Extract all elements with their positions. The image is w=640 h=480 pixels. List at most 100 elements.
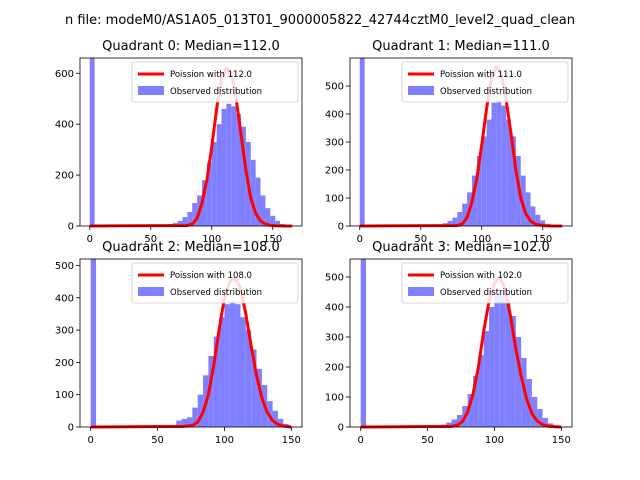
histogram-bar (197, 394, 204, 427)
x-tick-label: 0 (88, 435, 94, 446)
histogram-bar (256, 368, 262, 427)
legend-label: Poission with 111.0 (440, 70, 522, 80)
y-tick-label: 300 (55, 326, 74, 337)
y-tick-label: 200 (55, 171, 74, 182)
chart-title: Quadrant 1: Median=111.0 (372, 39, 550, 54)
histogram-bar (206, 162, 212, 226)
histogram-bar (272, 410, 278, 427)
chart-panel-2: 0 50 100 150 0 100 200 300 400 500 Quadrant 2: Med… (55, 240, 303, 446)
x-tick-label: 150 (263, 234, 282, 245)
histogram-bar (260, 195, 266, 226)
histogram-bar (452, 217, 458, 226)
chart-panel-0: 0 50 100 150 0 200 400 600 Quadrant 0: Median=11… (55, 39, 303, 245)
histogram-bar (471, 175, 477, 226)
histogram-bar (89, 58, 95, 226)
histogram-bar (494, 295, 500, 427)
histogram-bar (456, 415, 463, 427)
histogram-bar (229, 301, 236, 427)
histogram-bar (451, 419, 457, 427)
chart-panel-3: 0 50 100 150 0 100 200 300 400 500 Quadrant 3: Med… (325, 240, 573, 446)
plot-frame (79, 258, 303, 428)
legend-box (131, 262, 299, 304)
y-tick-label: 100 (55, 390, 74, 401)
y-tick-label: 0 (338, 423, 344, 434)
legend-label: Poission with 108.0 (170, 271, 252, 281)
legend-label: Observed distribution (440, 87, 532, 97)
histogram-bar (219, 317, 225, 427)
histogram-bar (462, 203, 468, 226)
y-tick-label: 400 (55, 293, 74, 304)
histogram-bar (221, 108, 227, 226)
legend-label: Poission with 102.0 (440, 271, 522, 281)
histogram-bar (236, 114, 242, 226)
histogram-bar (537, 409, 543, 427)
y-tick-label: 100 (325, 393, 344, 404)
histogram-bar (213, 336, 220, 427)
histogram-bar (181, 418, 187, 427)
histogram-bar (241, 126, 246, 226)
histogram-bar (481, 136, 487, 226)
y-tick-label: 300 (325, 333, 344, 344)
figure-title: n file: modeM0/AS1A05_013T01_9000005822_… (65, 13, 575, 28)
histogram-bar (496, 100, 502, 226)
histogram-bar (216, 124, 222, 226)
histogram-bar (224, 304, 230, 427)
histogram-bar (489, 307, 495, 427)
histogram-bar (231, 106, 237, 226)
histogram-bar (187, 212, 193, 226)
legend-box (401, 262, 569, 304)
histogram-bar (457, 212, 463, 226)
histogram-bar (483, 331, 490, 427)
y-tick-label: 500 (325, 273, 344, 284)
y-tick-label: 200 (325, 363, 344, 374)
x-tick-label: 150 (552, 435, 571, 446)
y-tick-label: 0 (338, 222, 344, 233)
histogram-bar (192, 407, 198, 427)
histogram-bar (525, 192, 531, 226)
histogram-bar (535, 214, 541, 226)
x-tick-label: 0 (358, 435, 364, 446)
chart-title: Quadrant 2: Median=108.0 (102, 240, 280, 255)
x-tick-label: 100 (472, 234, 491, 245)
histogram-bar (250, 159, 256, 226)
x-tick-label: 50 (414, 234, 427, 245)
histogram-bar (510, 316, 516, 427)
histogram-bar (530, 206, 536, 226)
x-tick-label: 50 (151, 435, 164, 446)
histogram-bar (467, 394, 474, 427)
histogram-bar (473, 376, 479, 427)
y-tick-label: 100 (325, 194, 344, 205)
legend-patch-swatch (138, 86, 164, 95)
histogram-bar (501, 105, 507, 226)
legend-label: Observed distribution (170, 87, 262, 97)
y-tick-label: 0 (68, 222, 74, 233)
x-tick-label: 0 (87, 234, 93, 245)
histogram-bar (182, 217, 188, 226)
histogram-bar (505, 301, 511, 427)
histogram-bar (542, 418, 548, 427)
histogram-bar (275, 220, 281, 226)
legend-patch-swatch (138, 287, 164, 296)
plot-frame (79, 57, 303, 227)
y-tick-label: 500 (325, 82, 344, 93)
histogram-bar (90, 259, 97, 427)
x-tick-label: 150 (533, 234, 552, 245)
histogram-bar (360, 259, 367, 427)
x-tick-label: 100 (485, 435, 504, 446)
y-tick-label: 200 (325, 166, 344, 177)
histogram-bar (531, 397, 538, 427)
histogram-bar (240, 317, 246, 427)
y-tick-label: 600 (55, 69, 74, 80)
histogram-bar (255, 177, 261, 226)
x-tick-label: 100 (215, 435, 234, 446)
y-tick-label: 0 (68, 423, 74, 434)
histogram-bar (201, 180, 207, 226)
histogram-bar (192, 203, 198, 226)
histogram-bar (208, 355, 214, 427)
x-tick-label: 50 (421, 435, 434, 446)
chart-panel-1: 0 50 100 150 0 100 200 300 400 500 Quadrant 1: Med… (325, 39, 573, 245)
histogram-bar (447, 220, 453, 226)
x-tick-label: 0 (357, 234, 363, 245)
histogram-bar (511, 136, 516, 226)
